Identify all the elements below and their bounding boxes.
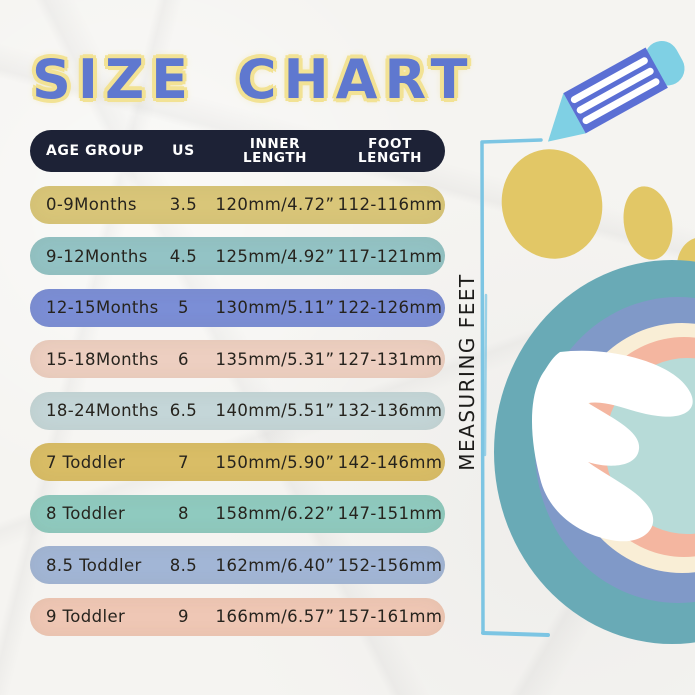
- pencil-icon: [547, 41, 685, 142]
- page-title: SIZE CHART: [32, 48, 475, 111]
- us-size-cell: 9: [178, 607, 189, 626]
- age-group-cell: 0-9Months: [46, 195, 137, 214]
- inner-length-cell: 140mm/5.51”: [215, 401, 335, 420]
- toe-big: [501, 149, 603, 259]
- inner-length-cell: 166mm/6.57”: [215, 607, 335, 626]
- footprint-mark: [531, 350, 693, 542]
- table-header-row: AGE GROUP US INNER LENGTH FOOT LENGTH: [30, 130, 445, 172]
- us-size-cell: 4.5: [169, 246, 198, 266]
- table-row: 15-18Months 6 135mm/5.31” 127-131mm: [30, 340, 445, 378]
- size-chart-table: AGE GROUP US INNER LENGTH FOOT LENGTH 0-…: [30, 130, 445, 636]
- foot-length-cell: 112-116mm: [337, 195, 443, 214]
- bracket-vertical-line: [480, 141, 485, 634]
- us-size-cell: 6: [178, 349, 189, 369]
- inner-length-cell: 158mm/6.22”: [215, 504, 335, 523]
- age-group-cell: 18-24Months: [46, 401, 159, 420]
- inner-length-cell: 162mm/6.40”: [215, 555, 335, 575]
- foot-length-cell: 132-136mm: [337, 401, 443, 420]
- header-foot-length: FOOT LENGTH: [357, 135, 423, 166]
- foot-length-cell: 127-131mm: [337, 349, 443, 369]
- header-us-size: US: [172, 143, 195, 159]
- table-row: 8.5 Toddler 8.5 162mm/6.40” 152-156mm: [30, 546, 445, 584]
- pencil-stripe: [582, 78, 660, 125]
- inner-length-cell: 150mm/5.90”: [215, 452, 335, 472]
- age-group-cell: 9 Toddler: [46, 607, 126, 626]
- us-size-cell: 8.5: [169, 555, 198, 575]
- foot-length-cell: 122-126mm: [337, 298, 443, 317]
- us-size-cell: 8: [178, 504, 189, 523]
- bracket-bottom-tick: [481, 631, 550, 637]
- age-group-cell: 7 Toddler: [46, 452, 126, 472]
- age-group-cell: 8 Toddler: [46, 504, 126, 523]
- us-size-cell: 3.5: [169, 195, 198, 214]
- table-row: 7 Toddler 7 150mm/5.90” 142-146mm: [30, 443, 445, 481]
- age-group-cell: 8.5 Toddler: [46, 555, 142, 575]
- bracket-accent-stroke: [483, 293, 488, 457]
- foot-length-cell: 147-151mm: [337, 504, 443, 523]
- us-size-cell: 5: [178, 298, 189, 317]
- foot-sole: [494, 260, 695, 644]
- toe-middle: [623, 186, 673, 260]
- foot-length-cell: 152-156mm: [337, 555, 443, 575]
- foot-length-cell: 117-121mm: [337, 246, 443, 266]
- table-row: 12-15Months 5 130mm/5.11” 122-126mm: [30, 288, 445, 327]
- inner-length-cell: 120mm/4.72”: [215, 195, 335, 214]
- us-size-cell: 7: [178, 452, 189, 472]
- pencil-stripe: [570, 57, 648, 104]
- inner-length-cell: 135mm/5.31”: [215, 349, 335, 369]
- table-row: 18-24Months 6.5 140mm/5.51” 132-136mm: [30, 391, 445, 430]
- header-age-group: AGE GROUP: [46, 143, 144, 159]
- inner-length-cell: 130mm/5.11”: [215, 298, 335, 317]
- age-group-cell: 15-18Months: [46, 349, 159, 369]
- measuring-bracket: [480, 138, 550, 637]
- table-row: 9 Toddler 9 166mm/6.57” 157-161mm: [30, 597, 445, 636]
- inner-length-cell: 125mm/4.92”: [215, 246, 335, 266]
- us-size-cell: 6.5: [169, 401, 198, 420]
- header-inner-length: INNER LENGTH: [242, 135, 308, 166]
- measuring-feet-label: MEASURING FEET: [455, 273, 479, 471]
- bracket-top-tick: [480, 138, 543, 144]
- table-row: 0-9Months 3.5 120mm/4.72” 112-116mm: [30, 185, 445, 224]
- foot-length-cell: 142-146mm: [337, 452, 443, 472]
- age-group-cell: 12-15Months: [46, 298, 159, 317]
- age-group-cell: 9-12Months: [46, 246, 148, 266]
- pencil-stripe: [576, 67, 654, 114]
- table-row: 9-12Months 4.5 125mm/4.92” 117-121mm: [30, 237, 445, 275]
- pencil-tip: [547, 93, 586, 142]
- table-row: 8 Toddler 8 158mm/6.22” 147-151mm: [30, 494, 445, 533]
- foot-length-cell: 157-161mm: [337, 607, 443, 626]
